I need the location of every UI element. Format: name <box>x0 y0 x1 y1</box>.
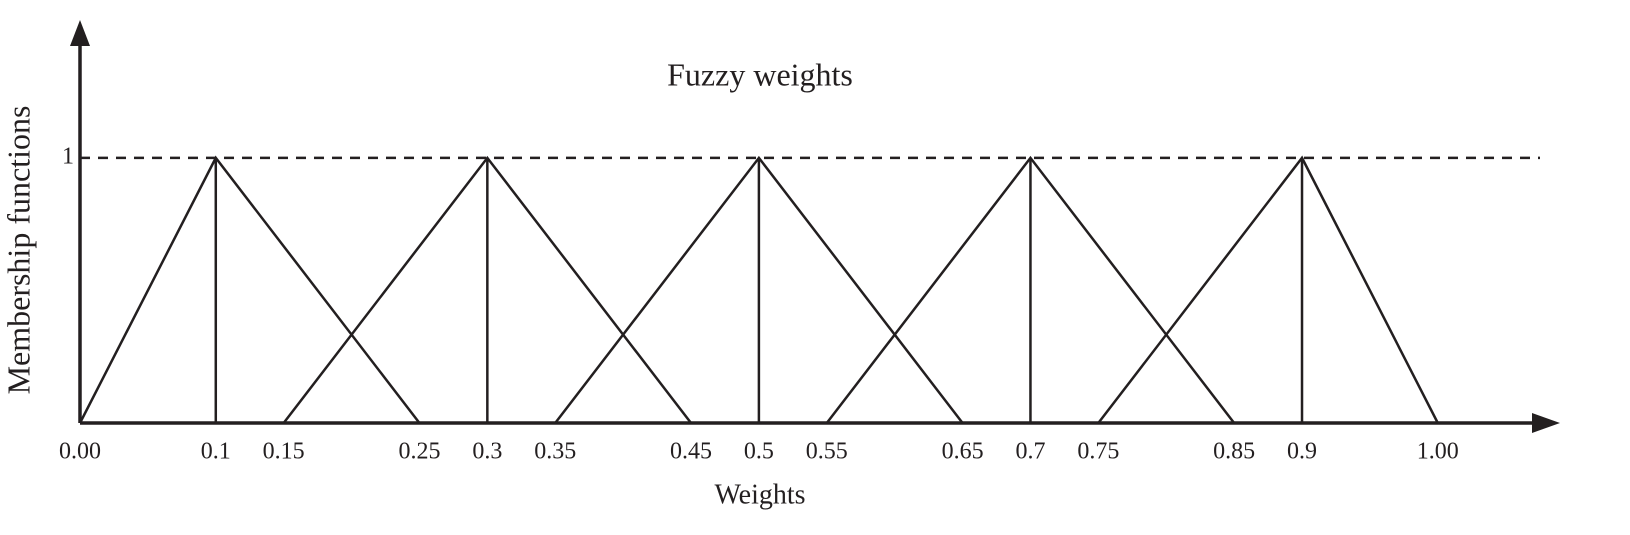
x-axis-label: Weights <box>714 479 805 510</box>
x-tick-label: 0.85 <box>1213 439 1255 465</box>
y-tick-label: 1 <box>62 143 74 169</box>
x-tick-label: 0.45 <box>670 439 712 465</box>
chart-title: Fuzzy weights <box>667 56 853 92</box>
x-tick-label: 0.75 <box>1077 439 1119 465</box>
x-tick-label: 0.55 <box>806 439 848 465</box>
x-tick-label: 0.5 <box>744 439 774 465</box>
y-axis-arrow <box>70 20 90 46</box>
x-tick-label: 0.35 <box>534 439 576 465</box>
y-axis-label: Membership functions <box>0 106 36 395</box>
x-axis-arrow <box>1532 413 1560 433</box>
x-tick-label: 1.00 <box>1417 439 1459 465</box>
x-tick-label: 0.15 <box>263 439 305 465</box>
membership-triangle <box>1097 155 1439 424</box>
x-tick-label: 0.3 <box>472 439 502 465</box>
x-tick-label: 0.7 <box>1015 439 1045 465</box>
x-tick-label: 0.65 <box>942 439 984 465</box>
x-tick-label: 0.1 <box>201 439 231 465</box>
membership-triangle <box>78 155 421 424</box>
x-tick-label: 0.25 <box>398 439 440 465</box>
x-tick-label: 0.9 <box>1287 439 1317 465</box>
x-tick-label: 0.00 <box>59 439 101 465</box>
